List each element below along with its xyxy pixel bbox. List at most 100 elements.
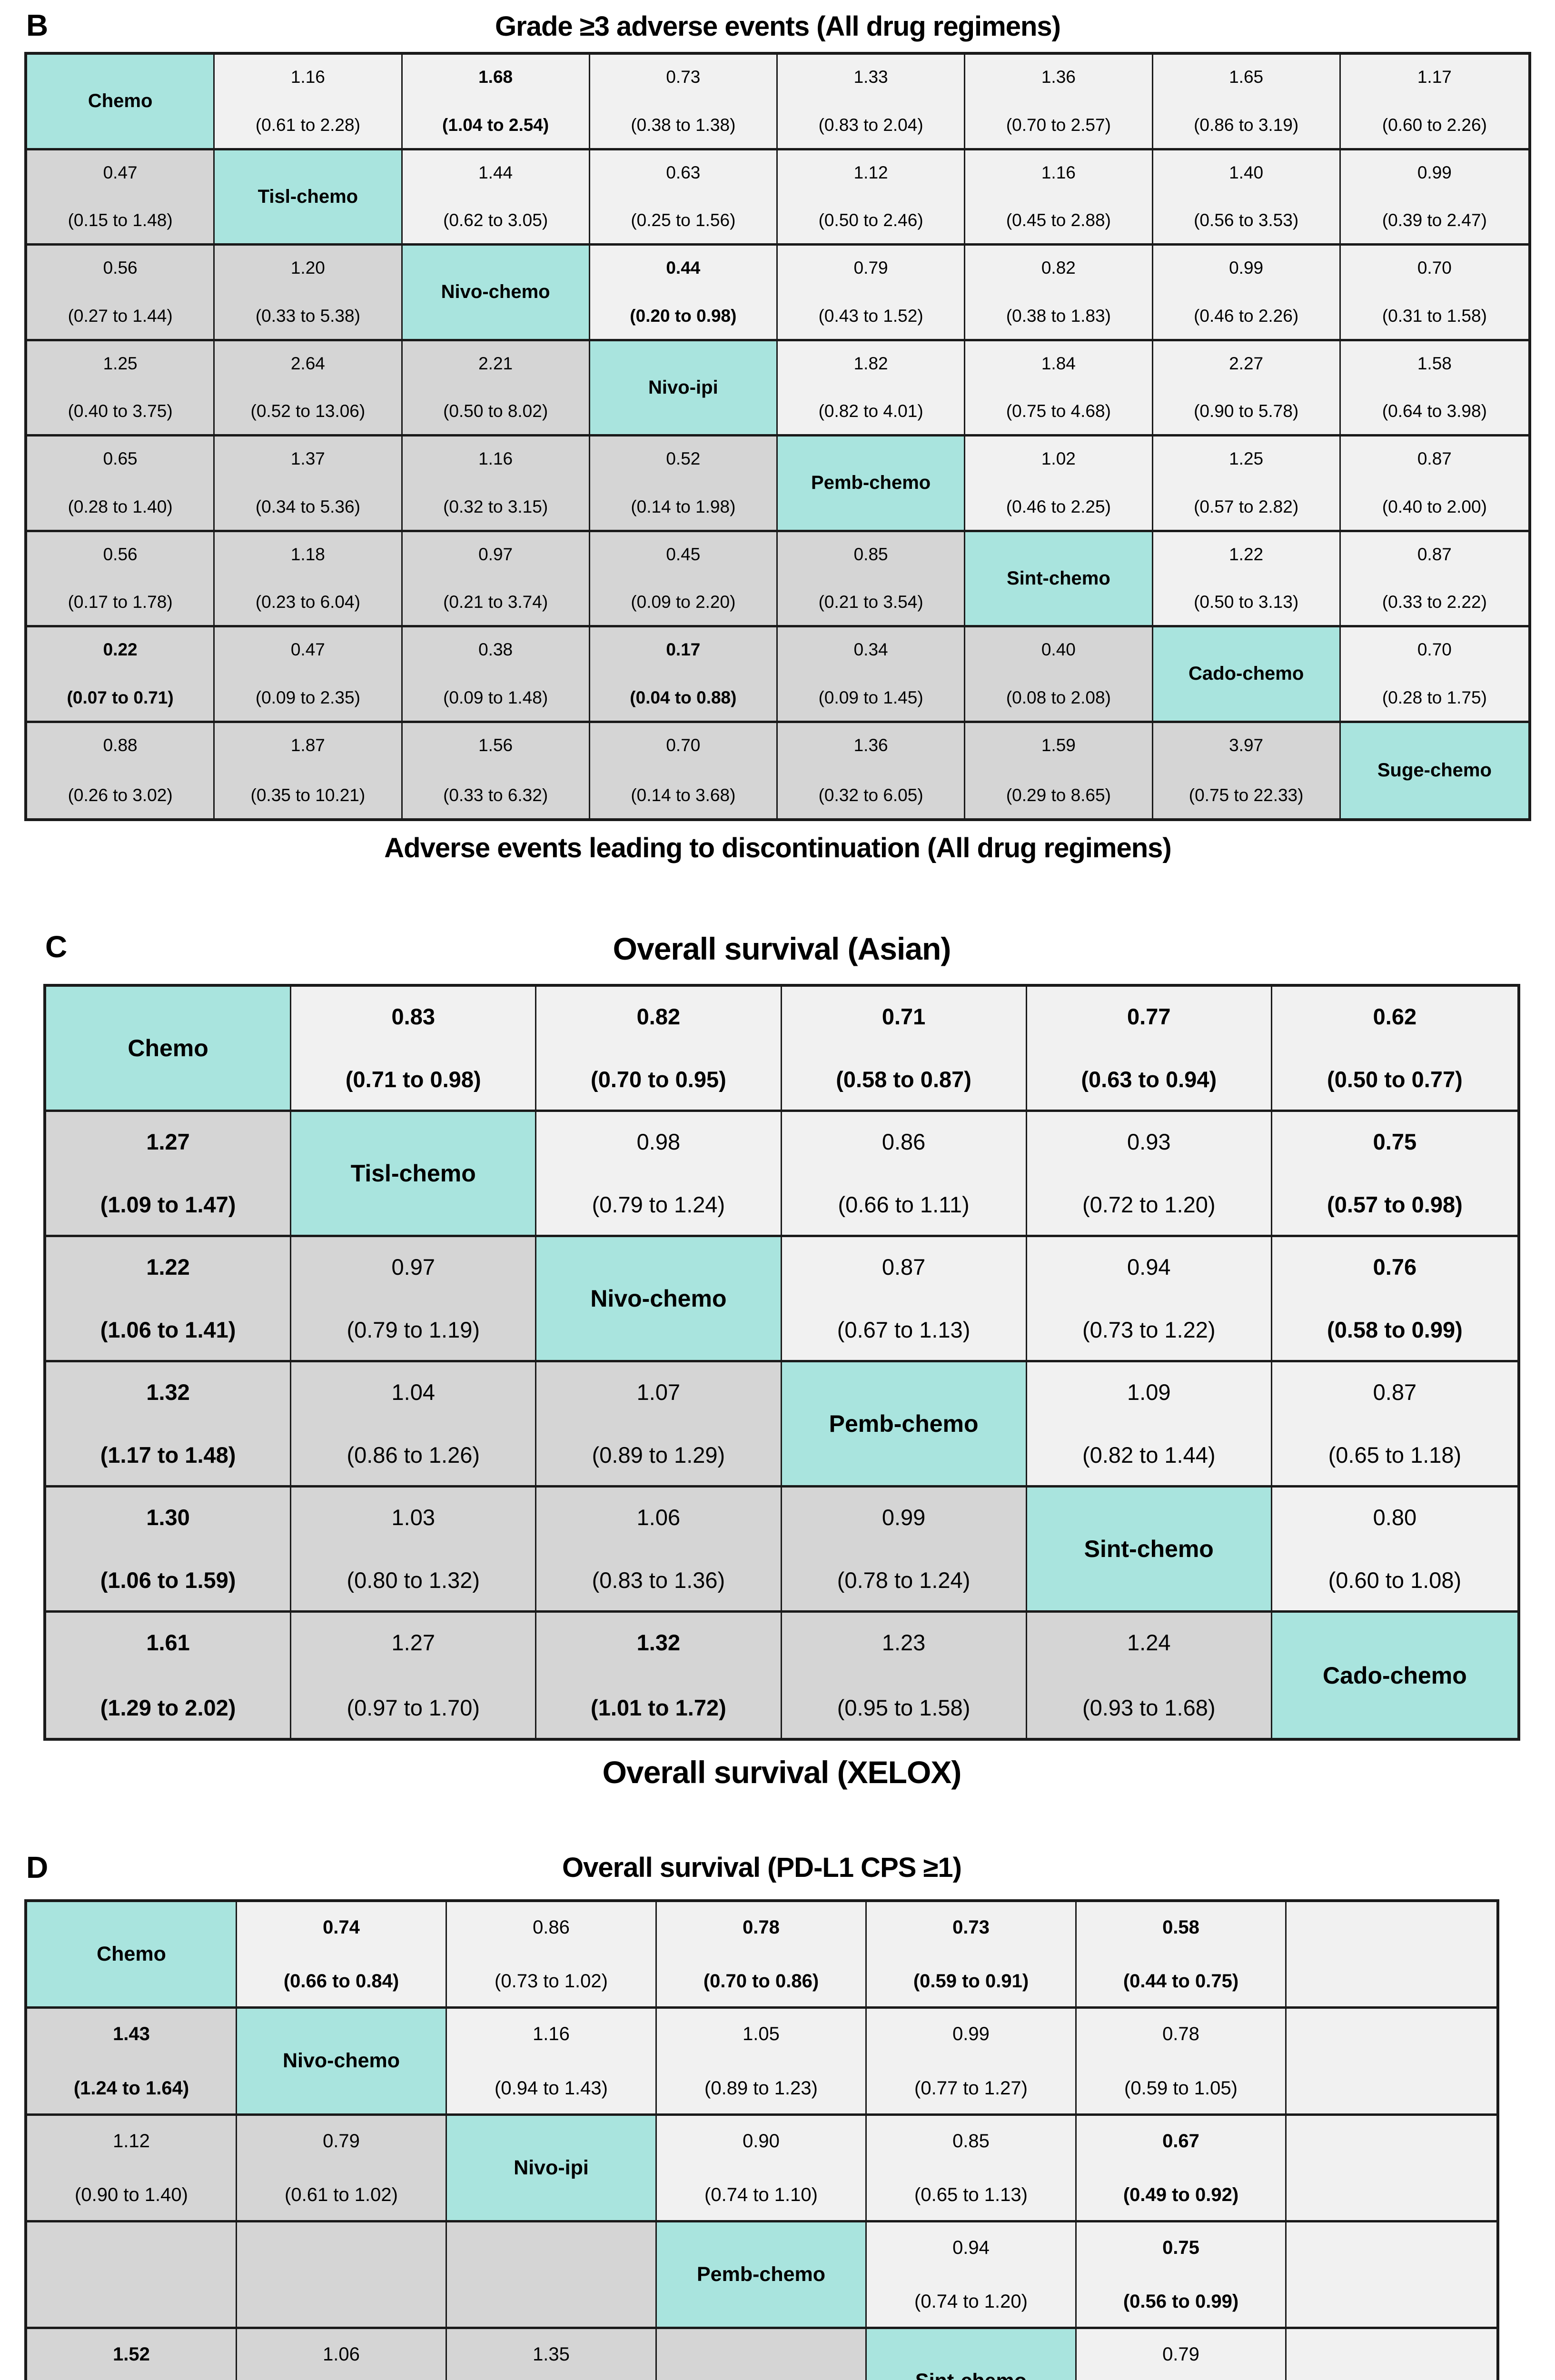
confidence-interval: (0.79 to 1.24)	[592, 1191, 725, 1217]
effect-estimate: 1.32	[146, 1379, 190, 1405]
estimate-cell: 1.06(0.78 to 1.44)	[237, 2329, 447, 2380]
effect-estimate: 0.86	[533, 1917, 570, 1938]
confidence-interval: (0.63 to 0.94)	[1081, 1066, 1217, 1092]
effect-estimate: 0.87	[1417, 449, 1452, 468]
treatment-cell: Pemb-chemo	[778, 436, 966, 532]
estimate-cell: 0.87 (0.40 to 2.00)	[1340, 436, 1528, 532]
estimate-cell: 0.85 (0.21 to 3.54)	[778, 532, 966, 627]
confidence-interval: (0.34 to 5.36)	[255, 496, 360, 516]
effect-estimate: 0.75	[1162, 2237, 1199, 2258]
confidence-interval: (0.38 to 1.38)	[631, 115, 736, 135]
effect-estimate: 0.98	[636, 1129, 681, 1154]
effect-estimate: 0.97	[391, 1254, 435, 1279]
confidence-interval: (0.21 to 3.74)	[443, 592, 548, 612]
empty-cell	[1287, 2009, 1496, 2116]
confidence-interval: (0.70 to 0.86)	[703, 1971, 819, 1992]
confidence-interval: (1.04 to 2.54)	[442, 115, 549, 135]
effect-estimate: 0.87	[881, 1254, 926, 1279]
treatment-label: Nivo-chemo	[282, 2049, 400, 2073]
estimate-cell: 0.75 (0.57 to 0.98)	[1272, 1112, 1517, 1237]
confidence-interval: (0.75 to 22.33)	[1189, 785, 1304, 805]
estimate-cell: 0.70 (0.14 to 3.68)	[590, 723, 778, 818]
confidence-interval: (1.06 to 1.59)	[100, 1567, 236, 1593]
confidence-interval: (0.67 to 1.13)	[837, 1317, 971, 1342]
confidence-interval: (0.89 to 1.23)	[704, 2077, 818, 2099]
effect-estimate: 1.59	[1041, 735, 1076, 755]
estimate-cell: 0.79(0.56 to 1.12)	[1077, 2329, 1287, 2380]
estimate-cell: 0.74 (0.66 to 0.84)	[237, 1902, 447, 2009]
treatment-cell: Nivo-chemo	[402, 246, 590, 341]
estimate-cell: 0.34 (0.09 to 1.45)	[778, 627, 966, 723]
confidence-interval: (0.52 to 13.06)	[250, 401, 366, 421]
panel-d-top-title: Overall survival (PD-L1 CPS ≥1)	[562, 1852, 962, 1883]
effect-estimate: 1.87	[290, 735, 325, 755]
estimate-cell: 0.44 (0.20 to 0.98)	[590, 246, 778, 341]
estimate-cell: 1.22 (0.50 to 3.13)	[1153, 532, 1341, 627]
confidence-interval: (0.43 to 1.52)	[818, 306, 923, 326]
treatment-cell: Chemo	[27, 55, 215, 150]
confidence-interval: (0.33 to 2.22)	[1382, 592, 1487, 612]
estimate-cell: 1.61 (1.29 to 2.02)	[46, 1613, 292, 1738]
estimate-cell: 1.16 (0.61 to 2.28)	[215, 55, 403, 150]
estimate-cell: 1.18 (0.23 to 6.04)	[215, 532, 403, 627]
confidence-interval: (0.27 to 1.44)	[68, 306, 173, 326]
confidence-interval: (0.17 to 1.78)	[68, 592, 173, 612]
estimate-cell: 0.78 (0.59 to 1.05)	[1077, 2009, 1287, 2116]
league-table-overall-survival-subgroups: Chemo 0.83 (0.71 to 0.98) 0.82 (0.70 to 0.95…	[43, 984, 1520, 1741]
effect-estimate: 1.44	[478, 162, 513, 182]
panel-letter-c: C	[45, 930, 68, 964]
confidence-interval: (1.09 to 1.47)	[100, 1191, 236, 1217]
estimate-cell: 0.52 (0.14 to 1.98)	[590, 436, 778, 532]
estimate-cell: 1.06 (0.83 to 1.36)	[536, 1488, 782, 1613]
treatment-cell: Cado-chemo	[1272, 1613, 1517, 1738]
effect-estimate: 1.36	[853, 735, 888, 755]
confidence-interval: (0.32 to 3.15)	[443, 496, 548, 516]
confidence-interval: (0.57 to 0.98)	[1327, 1191, 1463, 1217]
effect-estimate: 0.88	[103, 735, 138, 755]
effect-estimate: 0.73	[952, 1917, 990, 1938]
empty-cell	[1287, 2115, 1496, 2222]
effect-estimate: 0.97	[478, 544, 513, 564]
confidence-interval: (0.58 to 0.99)	[1327, 1317, 1463, 1342]
estimate-cell: 1.16 (0.45 to 2.88)	[965, 150, 1153, 246]
estimate-cell: 0.70 (0.28 to 1.75)	[1340, 627, 1528, 723]
confidence-interval: (0.28 to 1.40)	[68, 496, 173, 516]
confidence-interval: (0.49 to 0.92)	[1123, 2184, 1239, 2205]
effect-estimate: 0.44	[666, 258, 701, 278]
confidence-interval: (0.61 to 1.02)	[285, 2184, 398, 2205]
treatment-cell: Sint-chemo	[1027, 1488, 1272, 1613]
estimate-cell: 0.87 (0.65 to 1.18)	[1272, 1362, 1517, 1488]
effect-estimate: 0.56	[103, 544, 138, 564]
effect-estimate: 0.38	[478, 640, 513, 659]
confidence-interval: (0.09 to 2.35)	[255, 687, 360, 707]
effect-estimate: 1.07	[636, 1379, 681, 1405]
effect-estimate: 1.82	[853, 353, 888, 373]
confidence-interval: (0.40 to 3.75)	[68, 401, 173, 421]
treatment-label: Chemo	[88, 90, 153, 112]
confidence-interval: (0.46 to 2.25)	[1006, 496, 1111, 516]
estimate-cell: 0.83 (0.71 to 0.98)	[291, 987, 537, 1112]
treatment-cell: Sint-chemo	[965, 532, 1153, 627]
confidence-interval: (0.75 to 4.68)	[1006, 401, 1111, 421]
confidence-interval: (0.57 to 2.82)	[1194, 496, 1299, 516]
effect-estimate: 1.35	[533, 2344, 570, 2365]
confidence-interval: (0.79 to 1.19)	[347, 1317, 480, 1342]
effect-estimate: 0.52	[666, 449, 701, 468]
effect-estimate: 0.73	[666, 67, 701, 87]
effect-estimate: 1.09	[1127, 1379, 1171, 1405]
confidence-interval: (0.95 to 1.58)	[837, 1695, 971, 1720]
estimate-cell: 1.84 (0.75 to 4.68)	[965, 341, 1153, 436]
estimate-cell: 1.27 (0.97 to 1.70)	[291, 1613, 537, 1738]
estimate-cell: 0.82 (0.38 to 1.83)	[965, 246, 1153, 341]
estimate-cell: 1.04 (0.86 to 1.26)	[291, 1362, 537, 1488]
treatment-cell: Nivo-chemo	[536, 1237, 782, 1362]
confidence-interval: (0.08 to 2.08)	[1006, 687, 1111, 707]
treatment-cell: Cado-chemo	[1153, 627, 1341, 723]
confidence-interval: (0.38 to 1.83)	[1006, 306, 1111, 326]
effect-estimate: 1.32	[636, 1630, 681, 1655]
treatment-label: Pemb-chemo	[696, 2262, 825, 2286]
estimate-cell: 1.05 (0.89 to 1.23)	[657, 2009, 867, 2116]
estimate-cell: 0.58 (0.44 to 0.75)	[1077, 1902, 1287, 2009]
estimate-cell: 0.65 (0.28 to 1.40)	[27, 436, 215, 532]
confidence-interval: (0.14 to 3.68)	[631, 785, 736, 805]
